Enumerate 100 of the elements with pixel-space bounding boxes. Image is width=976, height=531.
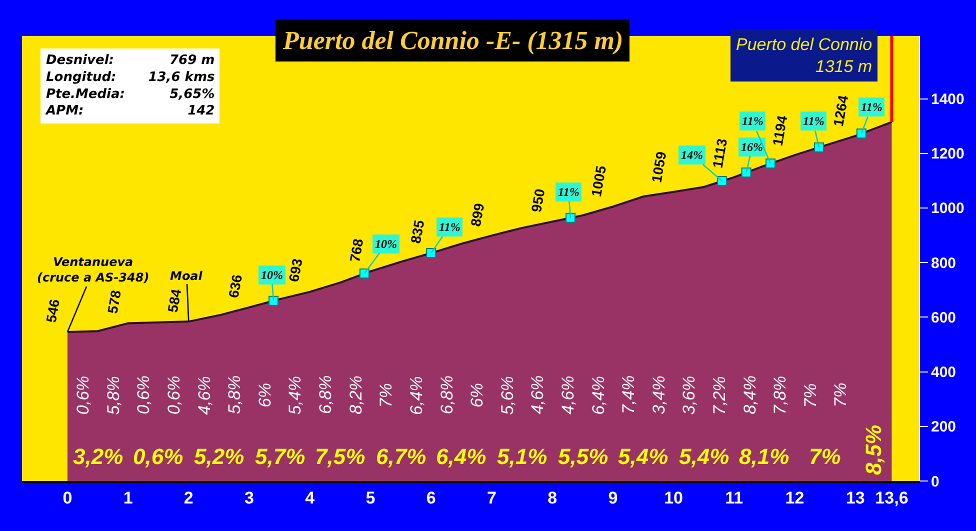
x-tick-label: 13 [846, 488, 865, 508]
point [268, 296, 279, 306]
point [741, 168, 752, 178]
annotation: 16% [741, 140, 763, 154]
data-label: 899 [467, 202, 488, 228]
data-label: 1264 [830, 94, 852, 128]
x-tick-label: 12 [785, 488, 804, 508]
annotation: 6% [468, 382, 487, 408]
data-label: 1113 [709, 137, 730, 170]
annotation: 5,4% [286, 376, 305, 415]
annotation: 7,4% [619, 375, 638, 414]
x-tick-label: 13,6 [875, 488, 908, 508]
annotation: 3,2% [73, 444, 124, 469]
annotation: 4,6% [528, 375, 548, 414]
x-tick-label: 0 [62, 488, 72, 508]
annotation: 14% [681, 148, 703, 162]
annotation: 5,6% [498, 376, 517, 415]
point [359, 268, 370, 279]
y-tick-label: 1200 [931, 146, 964, 163]
annotation: 13,6 kms [148, 70, 215, 85]
annotation: Ventanueva (cruce a AS-348) [37, 255, 150, 285]
data-label: 578 [104, 288, 124, 315]
data-label: 1194 [769, 114, 790, 148]
point [814, 142, 824, 152]
x-tick-label: 9 [608, 488, 618, 508]
annotation: 8,4% [740, 376, 760, 414]
annotation: 11% [803, 114, 824, 128]
annotation: 7,8% [770, 376, 790, 415]
annotation: 0,6% [164, 376, 184, 415]
annotation: 6,4% [436, 444, 486, 469]
x-tick-label: 8 [548, 488, 558, 508]
y-tick-label: 1000 [931, 200, 964, 218]
point [856, 128, 866, 138]
annotation: 10% [375, 237, 397, 251]
x-tick-label: 4 [305, 488, 316, 508]
x-tick-label: 6 [426, 488, 436, 508]
x-tick-label: 5 [366, 488, 376, 508]
annotation: 10% [261, 268, 283, 282]
annotation: Desnivel: [46, 53, 114, 68]
annotation: 6,4% [588, 376, 608, 415]
point [766, 158, 776, 168]
data-label: 693 [285, 257, 306, 284]
annotation: 7,2% [710, 376, 729, 415]
x-tick-label: 7 [486, 488, 496, 508]
y-tick-label: 200 [931, 418, 956, 436]
x-tick-label: 10 [664, 488, 683, 508]
annotation: 0,6% [134, 375, 154, 414]
annotation: 3,4% [649, 376, 668, 414]
x-tick-label: 3 [244, 488, 254, 508]
annotation: 7% [831, 382, 850, 408]
annotation: 5,65% [170, 86, 215, 102]
annotation: 11% [439, 220, 460, 234]
x-tick-label: 1 [123, 488, 133, 508]
annotation: 11% [861, 100, 882, 114]
annotation: 6% [255, 382, 274, 408]
annotation: 5,2% [194, 444, 244, 469]
annotation: 3,6% [680, 376, 699, 415]
y-tick-label: 1400 [931, 91, 964, 108]
x-tick-label: 2 [184, 488, 194, 508]
annotation: 769 m [170, 53, 215, 68]
annotation: APM: [45, 104, 84, 119]
annotation: 11% [558, 185, 580, 199]
annotation: 142 [188, 104, 215, 119]
annotation: 5,1% [497, 444, 548, 469]
ref-line-label: Puerto del Connio 1315 m [736, 35, 872, 76]
data-label: 1059 [648, 150, 670, 184]
data-label: 1005 [588, 164, 610, 198]
y-tick-label: 0 [931, 473, 940, 490]
chart-title: Puerto del Connio -E- (1315 m) [282, 26, 624, 55]
annotation: 0,6% [74, 376, 93, 415]
point [717, 176, 728, 186]
annotation: 5,4% [679, 444, 730, 469]
annotation: Longitud: [46, 70, 116, 85]
annotation: Moal [170, 269, 204, 283]
annotation: 7% [800, 383, 820, 408]
annotation: 8,2% [346, 376, 366, 414]
annotation: 7% [809, 444, 841, 469]
data-label: 636 [225, 273, 246, 300]
data-label: 835 [407, 218, 428, 245]
annotation: 5,7% [255, 444, 306, 469]
point [426, 248, 436, 258]
data-label: 546 [42, 298, 63, 324]
annotation: 7,5% [315, 444, 366, 469]
annotation: 6,4% [406, 376, 426, 415]
annotation: 5,8% [104, 376, 123, 415]
annotation: 5,8% [225, 375, 244, 414]
annotation: Pte.Media: [46, 86, 125, 102]
annotation: 5,5% [558, 444, 608, 469]
point [566, 212, 576, 223]
data-label: 950 [528, 187, 548, 214]
annotation: 8,5% [861, 424, 886, 476]
y-tick-label: 800 [931, 254, 956, 272]
annotation: 6,8% [316, 375, 336, 414]
annotation: 0,6% [133, 444, 184, 469]
annotation: 6,8% [437, 376, 456, 414]
annotation: 4,6% [558, 376, 578, 414]
annotation: 6,7% [376, 444, 426, 469]
data-label: 584 [164, 288, 184, 314]
x-tick-label: 11 [725, 488, 744, 508]
y-tick-label: 400 [931, 364, 956, 382]
